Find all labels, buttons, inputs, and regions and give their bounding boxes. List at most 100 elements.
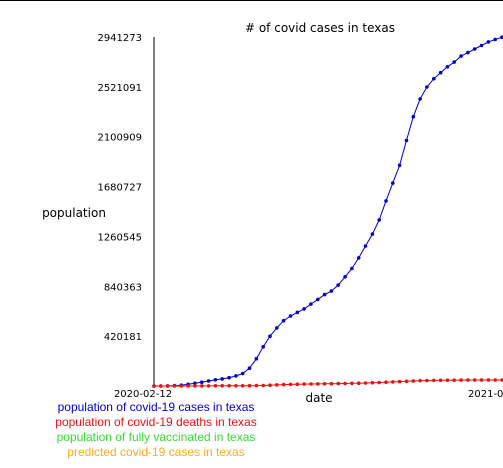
legend-entry-vaccinated: population of fully vaccinated in texas: [56, 430, 256, 444]
data-point: [254, 383, 259, 388]
data-point: [343, 275, 347, 279]
data-point: [179, 384, 184, 388]
data-point: [295, 310, 300, 315]
data-point: [322, 292, 327, 297]
data-point: [459, 378, 463, 382]
data-point: [295, 382, 300, 387]
data-point: [391, 181, 395, 185]
y-tick-label: 2100909: [97, 133, 142, 144]
data-point: [397, 163, 402, 168]
data-point: [472, 47, 477, 51]
data-point: [377, 218, 382, 222]
data-point: [172, 384, 177, 388]
data-point: [432, 378, 436, 383]
data-point: [472, 378, 477, 382]
data-point: [500, 35, 503, 39]
data-point: [309, 302, 313, 306]
data-point: [152, 384, 156, 388]
chart-title: # of covid cases in texas: [245, 21, 395, 35]
data-point: [493, 378, 498, 382]
data-point: [459, 54, 463, 58]
data-point: [240, 371, 245, 376]
y-tick-label: 1260545: [97, 232, 142, 243]
data-point: [288, 314, 293, 318]
data-point: [316, 382, 320, 386]
data-point: [377, 380, 382, 385]
data-point: [438, 378, 443, 383]
data-point: [384, 199, 388, 203]
data-point: [227, 375, 231, 380]
y-tick-label: 420181: [104, 332, 142, 343]
data-point: [193, 381, 197, 386]
legend-entry-cases: population of covid-19 cases in texas: [57, 400, 255, 414]
data-point: [336, 381, 341, 386]
data-point: [206, 379, 211, 383]
data-point: [261, 383, 266, 388]
data-point: [268, 383, 272, 388]
data-point: [452, 378, 457, 383]
x-tick-label-end: 2021-05: [468, 389, 503, 400]
data-point: [336, 283, 341, 287]
data-point: [411, 114, 416, 119]
data-point: [220, 384, 224, 388]
data-point: [186, 384, 190, 388]
data-point: [254, 356, 259, 361]
data-point: [275, 326, 279, 330]
data-point: [432, 76, 436, 81]
data-point: [356, 256, 361, 260]
data-point: [493, 37, 498, 42]
data-point: [418, 378, 422, 383]
data-point: [281, 318, 286, 323]
data-point: [288, 382, 293, 387]
data-point: [268, 334, 272, 339]
data-point: [466, 50, 470, 55]
y-tick-label: 840363: [104, 282, 142, 293]
data-point: [193, 384, 197, 388]
data-point: [343, 381, 347, 386]
legend-entry-predicted: predicted covid-19 cases in texas: [67, 445, 245, 459]
data-point: [418, 97, 422, 101]
data-point: [479, 378, 484, 382]
data-point: [322, 382, 327, 386]
data-point: [165, 384, 170, 388]
data-point: [213, 378, 218, 382]
data-point: [159, 384, 163, 388]
data-point: [281, 382, 286, 387]
data-point: [350, 381, 354, 386]
data-point: [397, 379, 402, 384]
data-point: [425, 378, 429, 383]
data-point: [200, 380, 204, 385]
y-tick-label: 2941273: [97, 33, 142, 44]
top-border: [0, 0, 503, 1]
data-point: [329, 289, 334, 293]
data-point: [356, 381, 361, 386]
x-tick-label-start: 2020-02-12: [114, 389, 172, 400]
data-point: [234, 374, 238, 378]
data-point: [370, 380, 375, 385]
data-point: [227, 384, 231, 388]
data-point: [486, 378, 491, 382]
data-point: [486, 40, 491, 44]
data-point: [404, 138, 409, 143]
data-point: [370, 232, 375, 236]
data-point: [466, 378, 470, 382]
series-line-0: [154, 36, 503, 387]
data-point: [391, 380, 395, 384]
data-point: [350, 266, 354, 271]
data-point: [384, 380, 388, 385]
data-point: [261, 345, 266, 349]
data-point: [247, 383, 252, 388]
y-axis-label: population: [42, 206, 106, 220]
data-point: [445, 65, 450, 69]
series-line-1: [154, 379, 502, 387]
y-tick-label: 2521091: [97, 83, 142, 94]
data-point: [452, 60, 457, 64]
data-point: [240, 384, 245, 388]
data-point: [302, 382, 306, 386]
data-point: [213, 384, 218, 388]
x-axis-label: date: [305, 391, 332, 405]
y-tick-label: 1680727: [97, 183, 142, 194]
data-point: [479, 43, 484, 48]
data-point: [316, 297, 320, 302]
